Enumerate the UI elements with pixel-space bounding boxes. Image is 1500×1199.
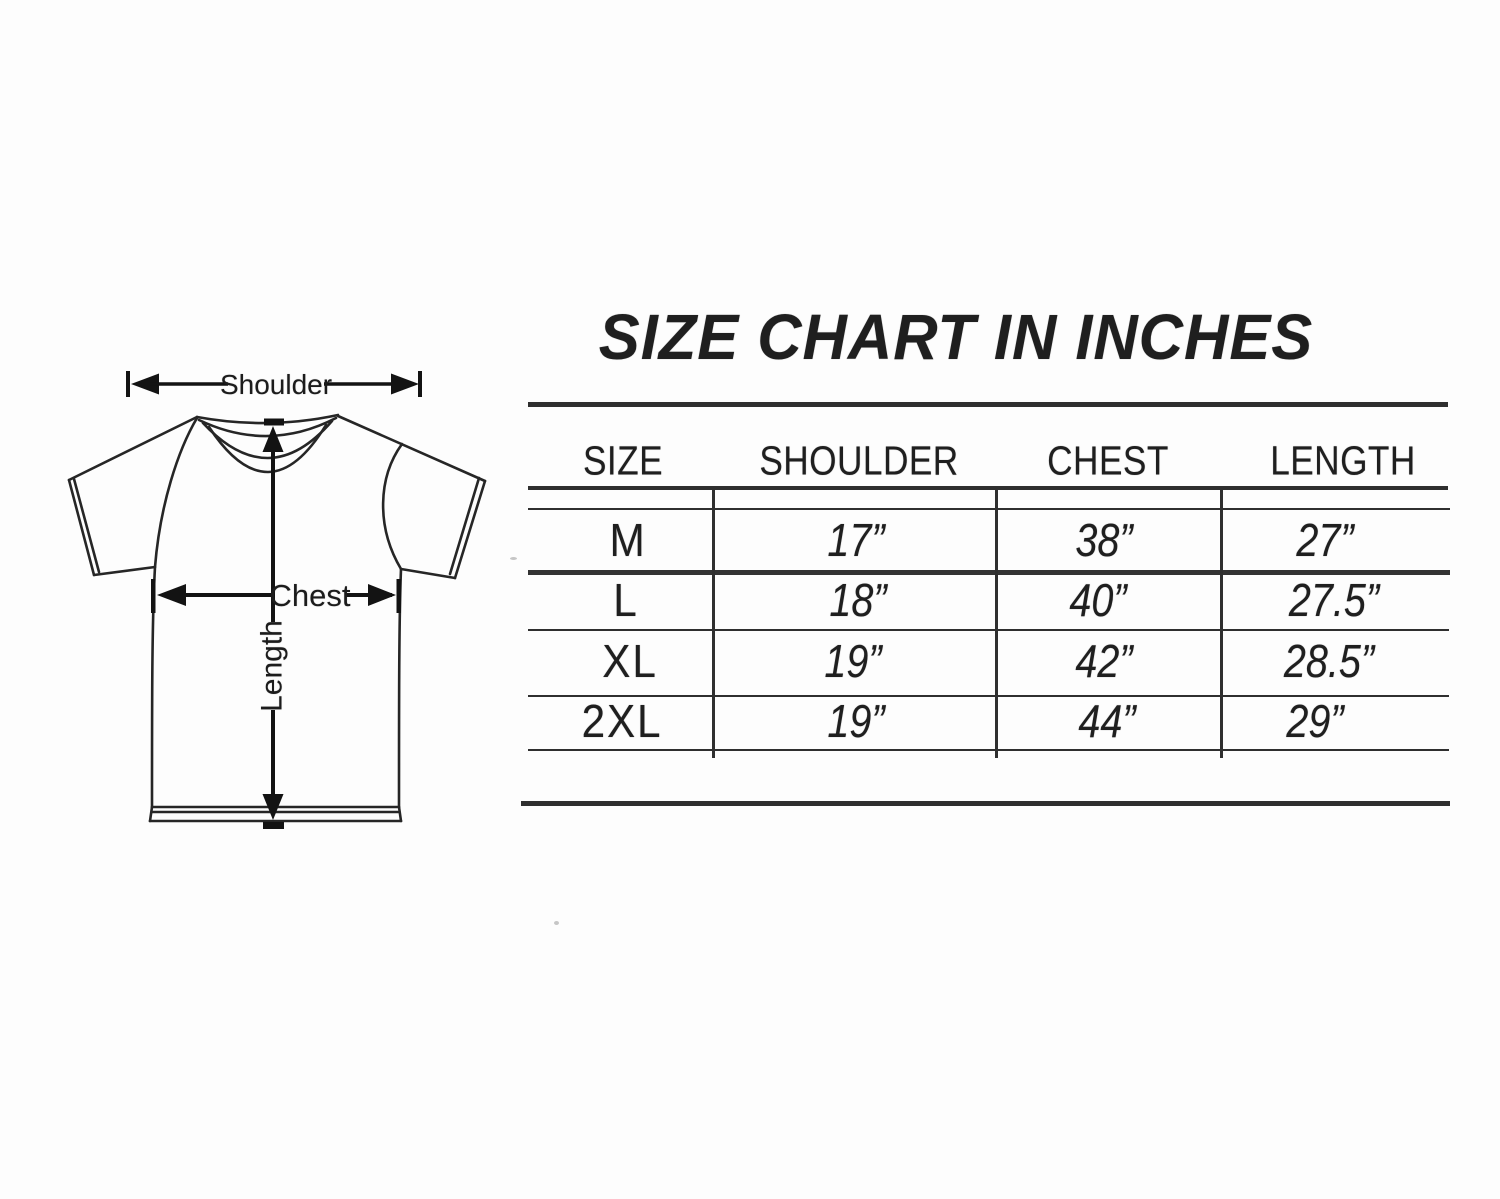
table-column-divider-3 [1220, 486, 1223, 758]
shoulder-arrow-left-head [131, 373, 159, 395]
chest-arrow-left-bar [151, 579, 156, 613]
chest-value-m: 38” [1075, 514, 1133, 566]
column-header-size: SIZE [582, 437, 664, 484]
shoulder-value-l: 18” [829, 574, 887, 626]
length-arrow-bottom-tick [263, 822, 284, 829]
shoulder-value-2xl: 19” [827, 695, 885, 747]
size-cell-2xl: 2XL [581, 695, 663, 747]
shoulder-arrow-right-bar [418, 371, 422, 397]
column-header-chest: CHEST [1047, 437, 1169, 484]
shoulder-value-xl: 19” [824, 635, 882, 687]
table-bottom-border [521, 801, 1450, 806]
table-row-line-2 [528, 629, 1449, 631]
tshirt-outline [67, 413, 487, 823]
length-arrow-top-tick [264, 418, 284, 426]
chest-value-2xl: 44” [1078, 695, 1136, 747]
length-value-l: 27.5” [1288, 574, 1380, 626]
length-label: Length [256, 620, 289, 712]
size-cell-m: M [609, 514, 647, 566]
length-value-2xl: 29” [1286, 695, 1344, 747]
chest-label: Chest [270, 578, 351, 613]
length-arrow-down-head [262, 794, 284, 820]
table-row-line-3 [528, 695, 1449, 697]
table-row-line-4 [528, 749, 1449, 751]
chest-value-l: 40” [1069, 574, 1127, 626]
artifact-speck [554, 921, 559, 925]
length-value-m: 27” [1296, 514, 1354, 566]
size-cell-l: L [613, 574, 639, 626]
shoulder-label: Shoulder [220, 369, 332, 400]
length-arrow-up-head [262, 426, 284, 452]
tshirt-measurement-diagram: Shoulder Length Chest [67, 369, 487, 829]
column-header-length: LENGTH [1270, 437, 1416, 484]
table-header-underline [528, 486, 1448, 490]
table-top-border [528, 402, 1448, 407]
column-header-shoulder: SHOULDER [759, 437, 959, 484]
table-subheader-line [528, 508, 1450, 510]
length-arrow: Length [252, 418, 293, 829]
chest-value-xl: 42” [1075, 635, 1133, 687]
chest-arrow-right-bar [396, 579, 401, 613]
shoulder-arrow-left-bar [126, 371, 130, 397]
length-value-xl: 28.5” [1283, 635, 1375, 687]
table-row-line-1 [528, 570, 1450, 575]
chest-arrow-left-head [157, 584, 186, 606]
table-column-divider-1 [712, 486, 715, 758]
size-cell-xl: XL [602, 635, 658, 687]
page-title: SIZE CHART IN INCHES [598, 301, 1314, 373]
shoulder-value-m: 17” [827, 514, 885, 566]
artifact-speck [510, 557, 517, 560]
chest-arrow: Chest [151, 578, 401, 613]
shoulder-arrow-right-head [391, 373, 419, 395]
chest-arrow-right-head [368, 584, 396, 606]
shoulder-arrow: Shoulder [126, 369, 422, 400]
table-column-divider-2 [995, 486, 998, 758]
